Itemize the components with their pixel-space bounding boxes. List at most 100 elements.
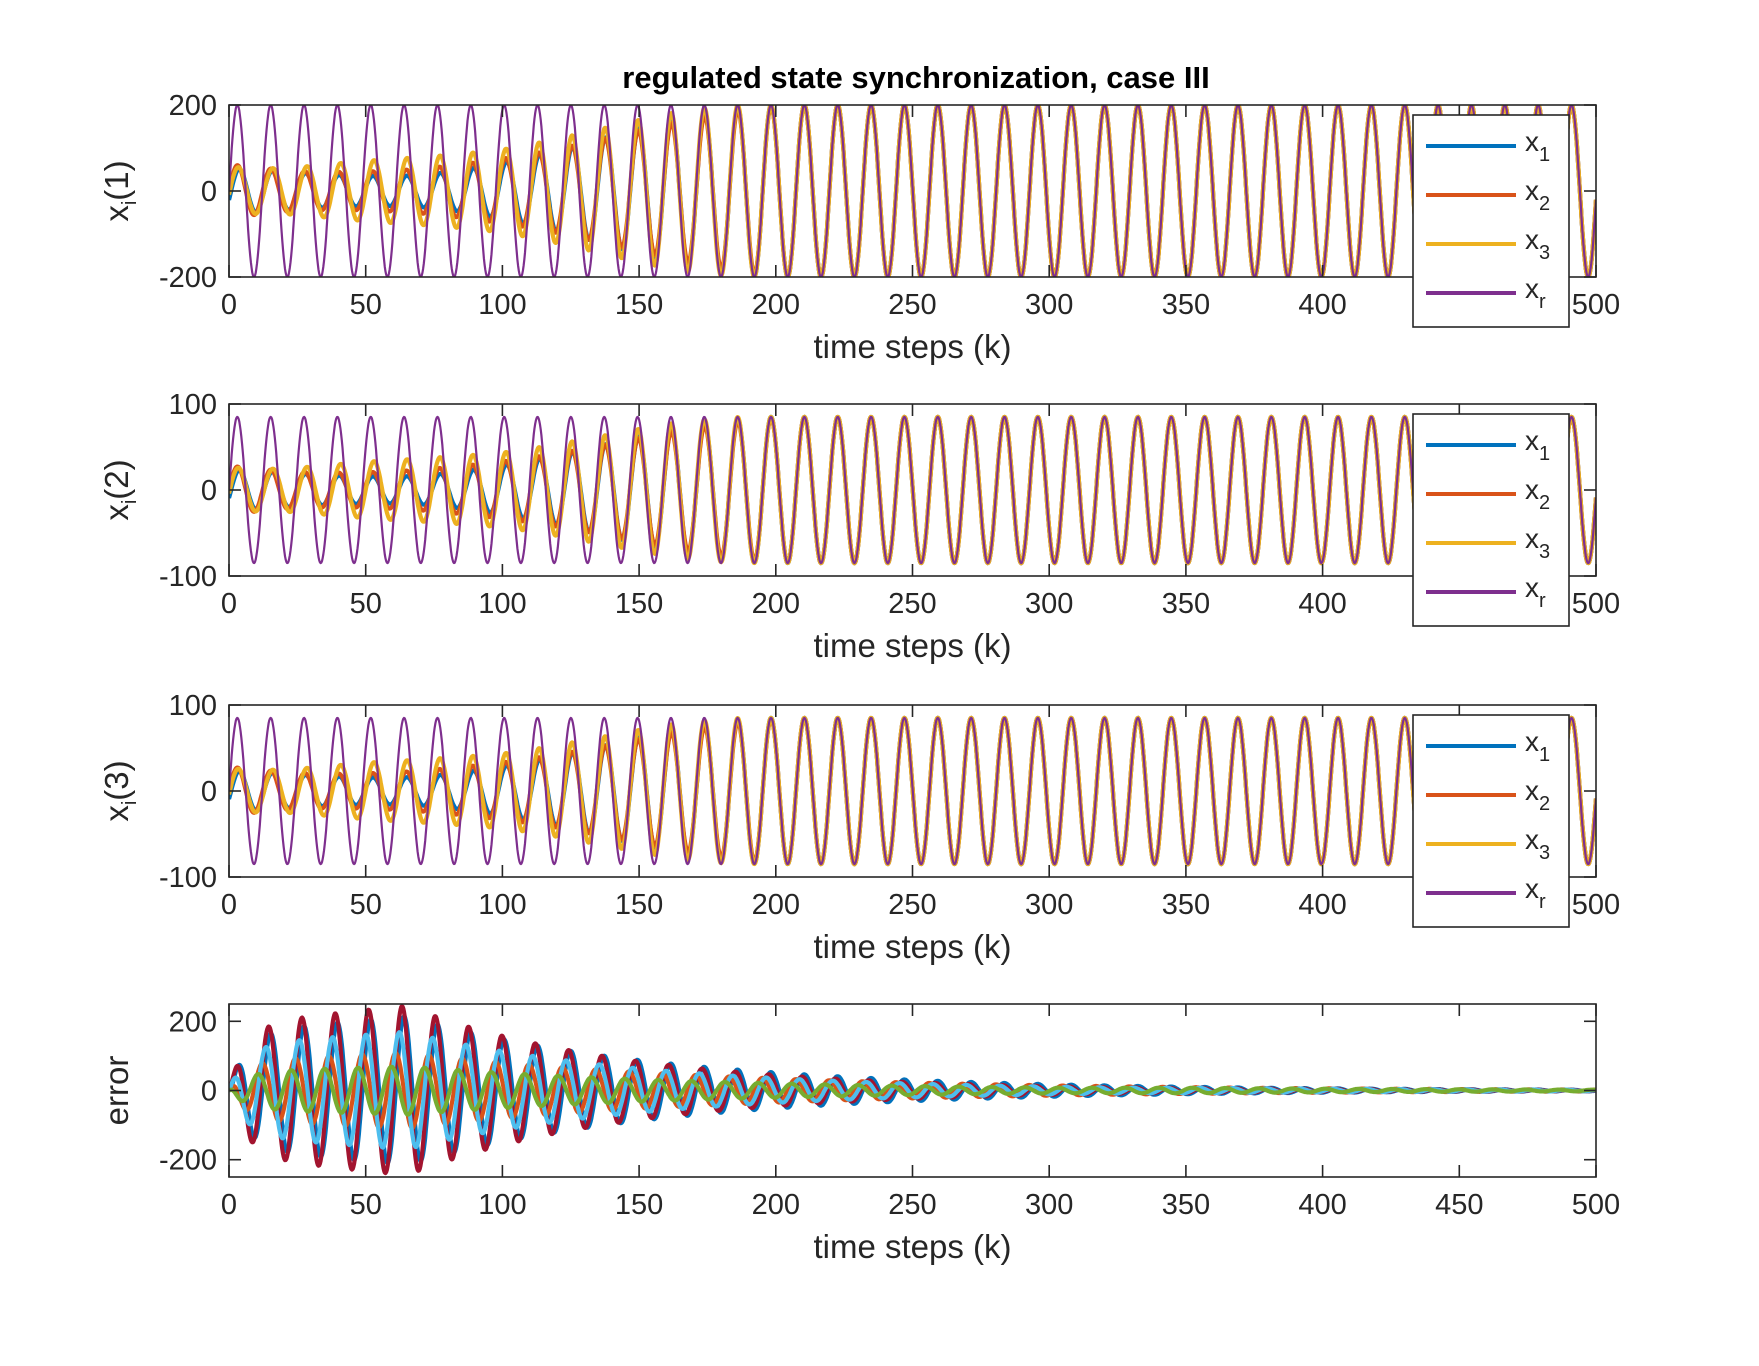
legend-label-x3: x3 — [1525, 824, 1550, 864]
legend-label-x3: x3 — [1525, 224, 1550, 264]
legend-label-x1: x1 — [1525, 726, 1550, 766]
x-tick-label: 350 — [1162, 889, 1210, 921]
x-tick-label: 400 — [1298, 889, 1346, 921]
series-line-xr — [229, 105, 1596, 277]
subplot-1: 050100150200250300350400450500-2000200ti… — [98, 90, 1620, 365]
legend-label-main: x — [1525, 873, 1539, 904]
y-axis-label: xi(2) — [98, 459, 141, 520]
legend-label-sub: r — [1539, 291, 1546, 313]
y-tick-label: 200 — [169, 90, 217, 122]
legend-label-main: x — [1525, 523, 1539, 554]
x-tick-label: 100 — [478, 889, 526, 921]
y-label-sub: i — [119, 201, 141, 205]
x-tick-label: 150 — [615, 289, 663, 321]
y-tick-label: -200 — [159, 262, 217, 294]
legend-label-x3: x3 — [1525, 523, 1550, 563]
subplot-3: 050100150200250300350400450500-1000100ti… — [98, 690, 1620, 965]
subplots: 050100150200250300350400450500-2000200ti… — [98, 90, 1620, 1265]
x-axis-label: time steps (k) — [813, 928, 1011, 965]
x-tick-label: 300 — [1025, 588, 1073, 620]
x-tick-label: 400 — [1298, 1189, 1346, 1221]
legend-label-x2: x2 — [1525, 775, 1550, 815]
y-label-main: x — [98, 504, 135, 521]
x-tick-label: 500 — [1572, 289, 1620, 321]
y-tick-label: -100 — [159, 561, 217, 593]
y-tick-label: 100 — [169, 690, 217, 722]
x-tick-label: 300 — [1025, 889, 1073, 921]
legend-label-xr: xr — [1525, 873, 1546, 913]
subplot-4: 0 50 100 150 200 250 300 350 400 450 500-2000200ti… — [98, 1003, 1620, 1265]
x-tick-label: 400 — [1298, 289, 1346, 321]
y-tick-label: 200 — [169, 1006, 217, 1038]
y-tick-label: -100 — [159, 862, 217, 894]
data-lines — [229, 414, 1596, 566]
y-tick-label: 0 — [201, 475, 217, 507]
series-line-xr — [229, 716, 1596, 866]
x-tick-label: 150 — [615, 1189, 663, 1221]
x-tick-label: 250 — [888, 1189, 936, 1221]
y-label-tail: (1) — [98, 160, 135, 200]
legend-label-sub: r — [1539, 590, 1546, 612]
x-tick-label: 450 — [1435, 1189, 1483, 1221]
x-tick-label: 200 — [752, 588, 800, 620]
figure-title: regulated state synchronization, case II… — [622, 60, 1209, 95]
legend-label-sub: 3 — [1539, 842, 1550, 864]
y-axis-label: xi(3) — [98, 760, 141, 821]
x-tick-label: 150 — [615, 889, 663, 921]
x-axis-label: time steps (k) — [813, 1228, 1011, 1265]
legend-label-sub: 2 — [1539, 793, 1550, 815]
legend-label-sub: 3 — [1539, 242, 1550, 264]
x-tick-label: 500 — [1572, 588, 1620, 620]
series-line-xr — [229, 415, 1596, 565]
subplot-2: 050100150200250300350400450500-1000100ti… — [98, 389, 1620, 664]
y-label-sub: i — [119, 500, 141, 504]
x-tick-label: 200 — [752, 289, 800, 321]
x-tick-label: 150 — [615, 588, 663, 620]
y-label-sub: i — [119, 801, 141, 805]
x-tick-label: 250 — [888, 889, 936, 921]
y-tick-label: -200 — [159, 1145, 217, 1177]
legend-label-main: x — [1525, 425, 1539, 456]
legend-label-sub: 2 — [1539, 193, 1550, 215]
y-tick-label: 100 — [169, 389, 217, 421]
y-axis-label: error — [98, 1056, 135, 1126]
y-label-main: x — [98, 805, 135, 822]
legend-label-sub: 1 — [1539, 744, 1550, 766]
legend-label-main: x — [1525, 775, 1539, 806]
x-tick-label: 250 — [888, 588, 936, 620]
series-line-e5 — [229, 1064, 1596, 1117]
x-tick-label: 250 — [888, 289, 936, 321]
y-axis-label: xi(1) — [98, 160, 141, 221]
x-tick-label: 350 — [1162, 1189, 1210, 1221]
y-label-tail: (3) — [98, 760, 135, 800]
legend-label-main: x — [1525, 474, 1539, 505]
legend-label-x1: x1 — [1525, 425, 1550, 465]
legend-label-main: x — [1525, 726, 1539, 757]
x-tick-label: 0 — [221, 289, 237, 321]
legend-label-x1: x1 — [1525, 126, 1550, 166]
legend-label-main: x — [1525, 175, 1539, 206]
data-lines — [229, 1004, 1596, 1176]
x-tick-label: 300 — [1025, 1189, 1073, 1221]
legend-label-x2: x2 — [1525, 474, 1550, 514]
y-label-main: x — [98, 205, 135, 222]
x-tick-label: 0 — [221, 889, 237, 921]
x-tick-label: 350 — [1162, 588, 1210, 620]
legend-label-main: x — [1525, 572, 1539, 603]
x-tick-label: 300 — [1025, 289, 1073, 321]
x-tick-label: 500 — [1572, 889, 1620, 921]
y-label-tail: (2) — [98, 459, 135, 499]
data-lines — [229, 105, 1596, 277]
x-tick-label: 50 — [350, 1189, 382, 1221]
legend-label-main: x — [1525, 224, 1539, 255]
x-tick-label: 200 — [752, 889, 800, 921]
y-tick-label: 0 — [201, 1076, 217, 1108]
y-tick-label: 0 — [201, 176, 217, 208]
x-tick-label: 100 — [478, 588, 526, 620]
data-lines — [229, 715, 1596, 867]
legend-label-main: x — [1525, 273, 1539, 304]
x-tick-label: 100 — [478, 1189, 526, 1221]
